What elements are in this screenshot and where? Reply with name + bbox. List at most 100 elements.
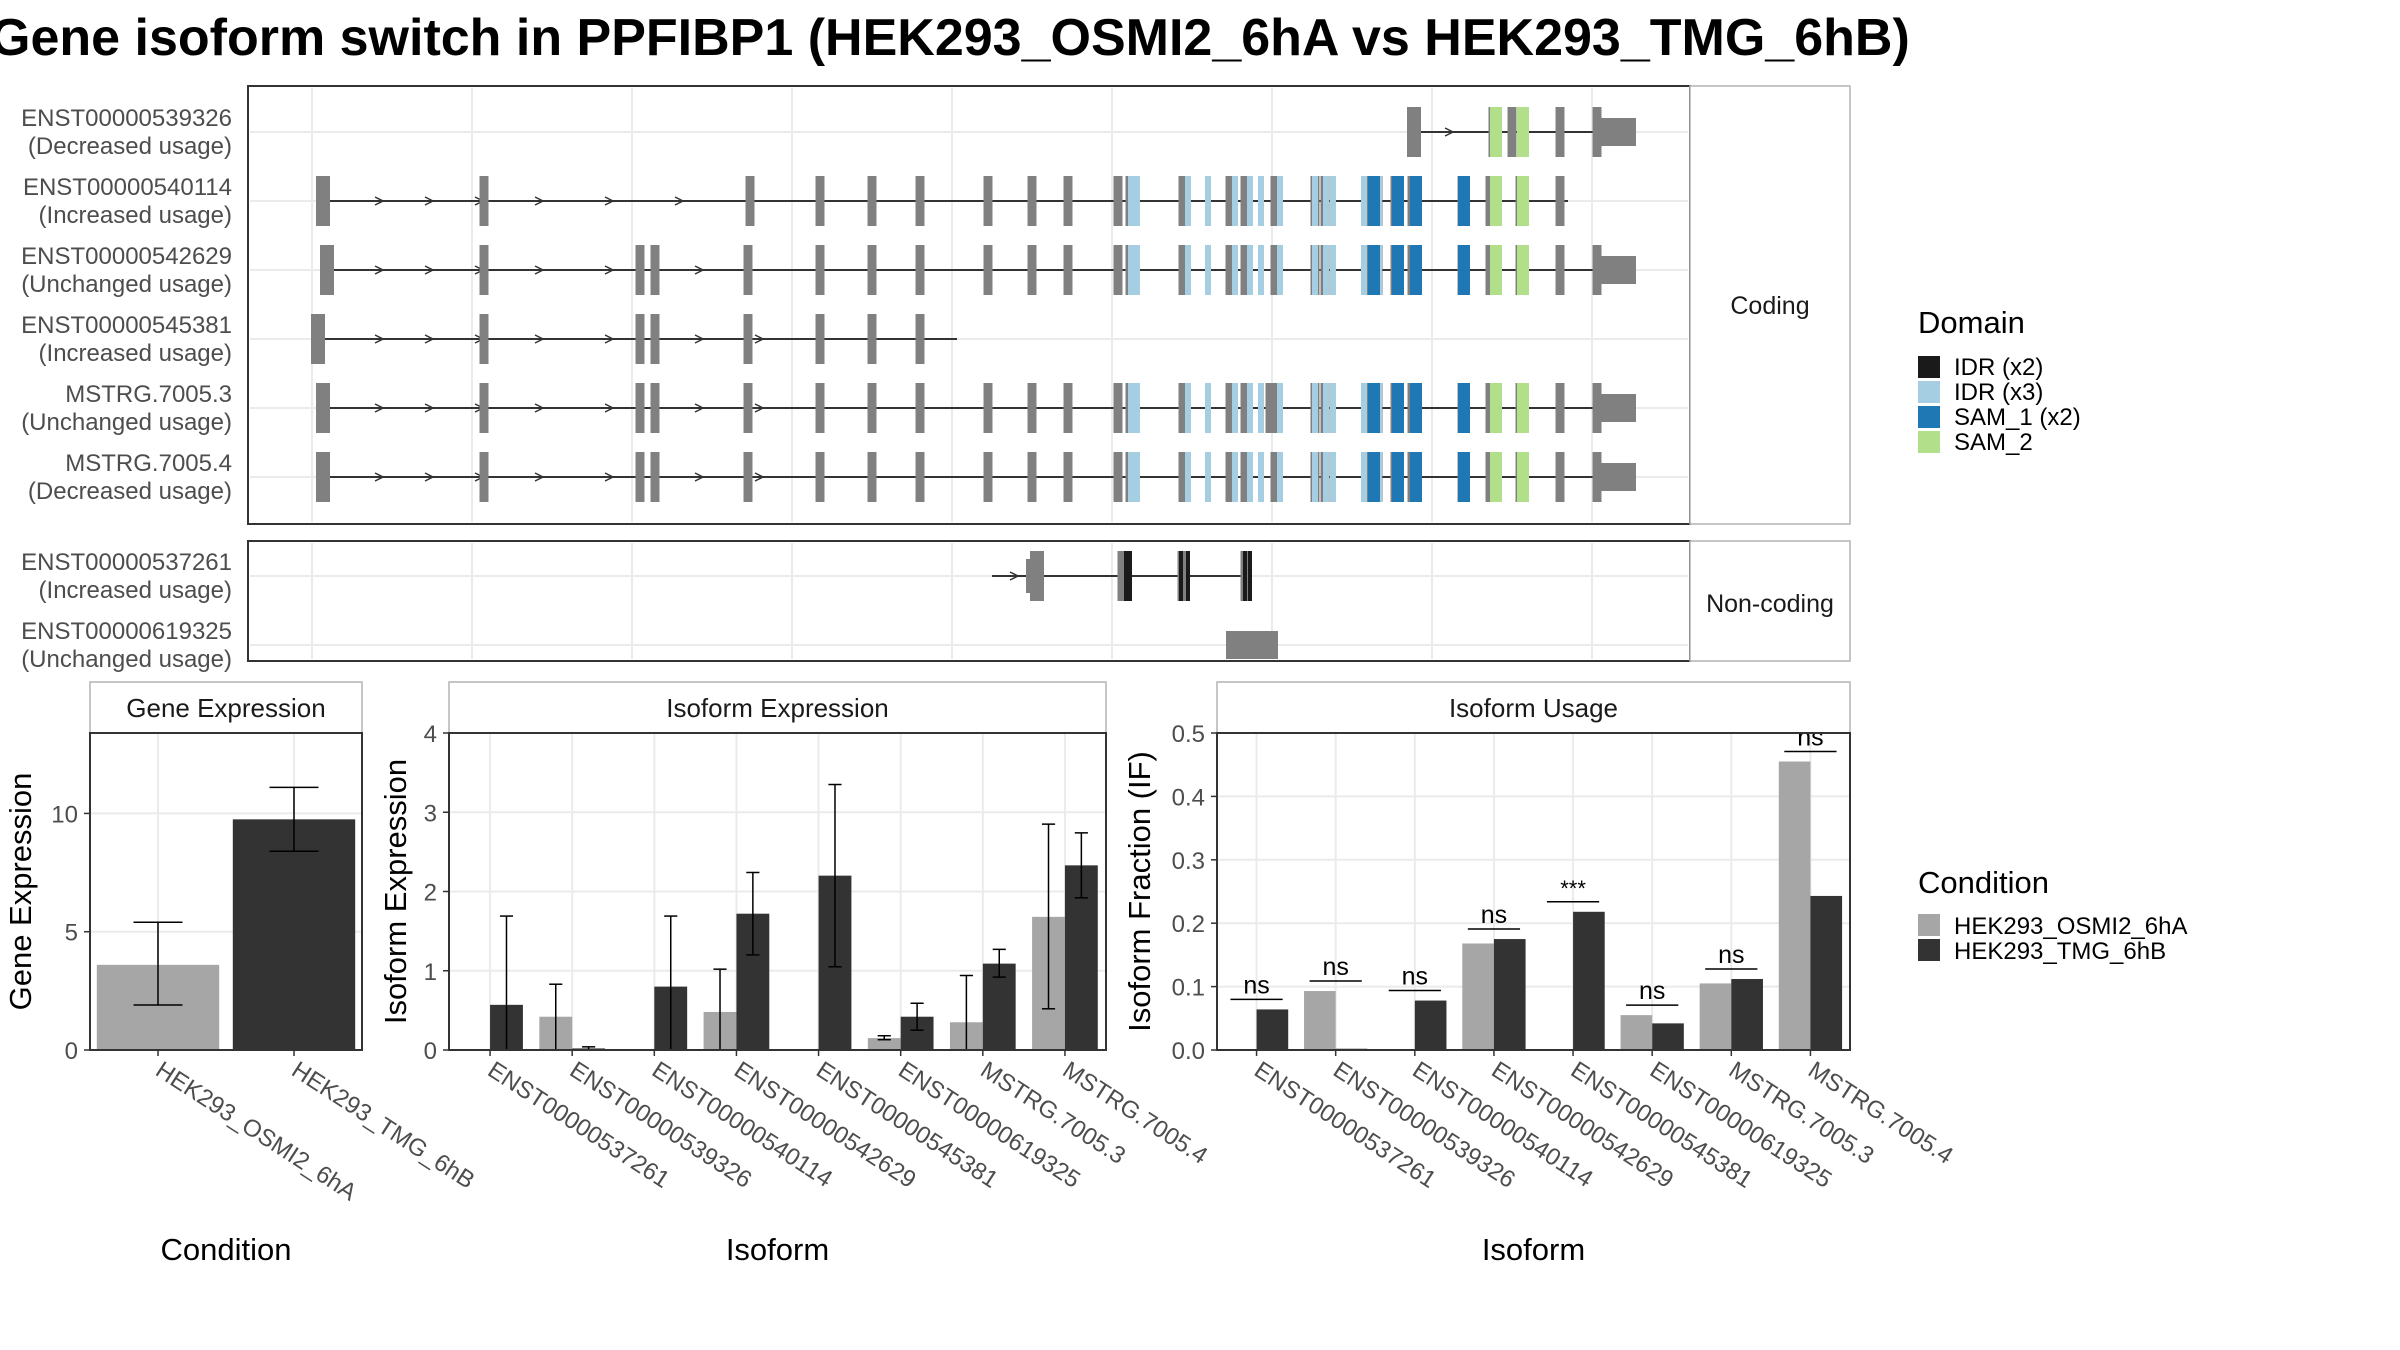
domain-idr3 [1134,176,1140,226]
strand-arrow [424,265,435,275]
domain-idr3 [1330,245,1336,295]
domain-idr3 [1232,245,1238,295]
condition-label: HEK293_OSMI2_6hA [1954,913,2187,940]
isoform-label-id: MSTRG.7005.4 [65,450,232,477]
exon [1063,245,1073,295]
exon [1592,383,1602,433]
domain-idr3 [1361,383,1367,433]
exon [1178,452,1188,502]
strand-arrow [374,403,385,413]
domain-idr3 [1361,176,1367,226]
strand-arrow [424,403,435,413]
isoform-label-usage: (Decreased usage) [28,133,232,160]
isoform-label-usage: (Increased usage) [39,577,232,604]
exon [815,176,825,226]
significance-label: ns [1639,977,1665,1005]
domain-idr3 [1323,245,1329,295]
y-tick-label: 0.1 [1172,975,1205,1002]
domain-idr2 [1124,551,1128,601]
strand-arrow [754,334,765,344]
domain-sam1 [1458,176,1464,226]
exon [915,383,925,433]
y-axis-title: Isoform Expression [378,759,413,1024]
strand-arrow [694,265,705,275]
exon [743,383,753,433]
exon [1030,551,1044,601]
domain-sam1 [1374,383,1380,433]
strand-arrow [534,196,545,206]
strand-arrow [604,472,615,482]
domain-label: SAM_2 [1954,429,2033,456]
isoform-label-id: ENST00000542629 [21,243,232,270]
y-tick-label: 0.2 [1172,911,1205,938]
exon [1063,176,1073,226]
domain-idr3 [1128,452,1134,502]
domain-swatch [1918,431,1940,453]
domain-label: IDR (x2) [1954,354,2043,381]
strand-arrow [424,196,435,206]
coding-strip [1689,85,1851,525]
domain-sam1 [1464,176,1470,226]
exon [1113,176,1123,226]
exon [479,245,489,295]
domain-sam1 [1368,452,1374,502]
domain-idr3 [1277,452,1283,502]
isoform-label-usage: (Unchanged usage) [21,271,232,298]
exon [983,176,993,226]
bar [232,819,356,1050]
exon [915,452,925,502]
bar [1699,983,1732,1050]
domain-idr3 [1258,245,1264,295]
exon [745,176,755,226]
exon [983,383,993,433]
domain-sam1 [1410,452,1416,502]
y-tick-label: 5 [65,920,78,947]
exon [1592,452,1602,502]
isoform-label-id: ENST00000537261 [21,549,232,576]
exon [1225,383,1235,433]
noncoding-strip-label: Non-coding [1706,590,1834,618]
exon [479,176,489,226]
domain-sam1 [1464,383,1470,433]
domain-idr3 [1330,452,1336,502]
domain-swatch [1918,406,1940,428]
domain-idr3 [1185,245,1191,295]
coding-strip-label: Coding [1730,292,1809,320]
exon [1555,383,1565,433]
exon [311,314,325,364]
domain-sam2 [1490,107,1497,157]
y-tick-label: 1 [424,959,437,986]
domain-idr3 [1134,452,1140,502]
domain-sam1 [1464,245,1470,295]
y-tick-label: 0.4 [1172,784,1205,811]
domain-idr3 [1185,383,1191,433]
domain-sam1 [1458,245,1464,295]
exon [1270,383,1280,433]
significance-label: ns [1797,724,1823,752]
exon [1270,245,1280,295]
x-tick-label: MSTRG.7005.4 [1058,1056,1213,1169]
exon [479,383,489,433]
exon [815,245,825,295]
domain-sam1 [1398,176,1404,226]
strand-arrow [694,334,705,344]
bar [1304,991,1336,1050]
domain-idr3 [1134,383,1140,433]
domain-idr3 [1232,176,1238,226]
exon [1225,452,1235,502]
isoform-label-usage: (Unchanged usage) [21,646,232,673]
exon [1240,452,1250,502]
domain-sam1 [1398,383,1404,433]
domain-label: SAM_1 (x2) [1954,404,2081,431]
exon [1225,176,1235,226]
domain-sam1 [1374,452,1380,502]
domain-sam2 [1522,245,1529,295]
domain-sam2 [1490,383,1497,433]
domain-sam1 [1392,383,1398,433]
x-axis-title: Condition [161,1232,292,1267]
domain-sam1 [1368,176,1374,226]
domain-sam1 [1398,245,1404,295]
exon [1026,559,1032,593]
domain-sam1 [1416,176,1422,226]
